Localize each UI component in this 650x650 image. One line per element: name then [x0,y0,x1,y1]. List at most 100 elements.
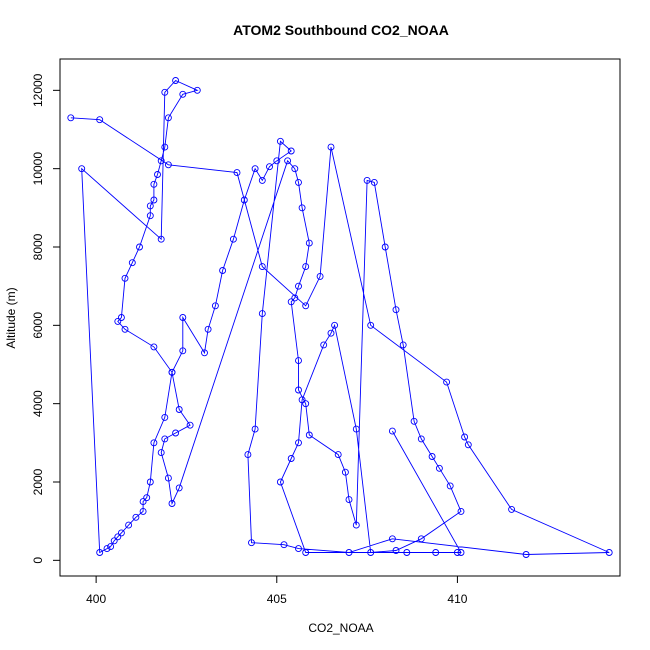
data-point [121,274,129,282]
data-point [284,157,292,165]
y-tick-label: 8000 [31,233,45,260]
data-point [150,439,158,447]
data-point [168,368,176,376]
data-point [161,413,169,421]
data-point [96,549,104,556]
data-point [417,535,425,543]
data-point [367,549,375,556]
data-point [417,435,425,443]
data-point [143,494,151,502]
data-point [117,529,125,537]
data-point [446,482,454,490]
data-point [211,302,219,310]
data-point [302,400,310,408]
data-point [464,441,472,449]
data-point [201,349,208,357]
data-point [164,161,172,169]
data-point [305,239,313,247]
data-point [435,464,443,472]
data-point [443,378,451,386]
data-point [258,310,266,318]
y-axis-label: Altitude (m) [4,287,18,348]
data-point [78,165,86,173]
data-point [331,321,339,329]
data-point [367,321,375,329]
data-point [139,498,147,506]
data-point [157,449,165,457]
data-point [168,500,176,507]
data-point [287,147,295,155]
data-point [117,314,125,321]
data-point [276,137,284,145]
data-point [461,433,469,441]
data-point [334,451,342,459]
data-point [428,453,436,460]
data-point [266,163,273,171]
data-point [302,302,310,310]
data-point [295,282,302,290]
data-point [352,521,360,529]
y-axis: 0 2000 4000 6000 8000 10000 12000 [31,73,61,564]
data-point [287,455,295,462]
data-point [302,263,310,271]
data-point [146,212,154,220]
data-point [276,478,284,486]
data-point [295,386,302,394]
data-point [248,539,255,547]
data-point [161,143,169,151]
data-point [316,272,324,280]
data-point [107,543,115,551]
data-point [179,347,187,355]
data-point [179,90,187,98]
data-point [287,298,295,306]
data-point [136,243,143,251]
data-point [381,243,389,251]
y-tick-label: 0 [31,557,45,564]
data-point [295,439,302,447]
data-point [233,169,241,177]
data-point [128,259,136,267]
data-point [291,165,299,173]
x-tick-label: 410 [447,592,467,606]
data-point [258,263,266,271]
data-point [302,549,310,556]
data-point [125,521,133,529]
data-point [605,549,613,556]
data-point [146,478,154,486]
data-point [96,116,104,124]
data-point [410,417,418,425]
data-point [110,537,118,545]
data-point [298,204,306,212]
data-point [352,425,360,433]
data-point [157,157,165,165]
data-point [392,547,400,554]
data-point [295,545,302,553]
series-line [70,79,610,555]
data-point [258,176,266,184]
x-tick-label: 400 [86,592,106,606]
data-point [522,551,530,558]
data-point [388,535,396,543]
data-point [457,507,465,515]
y-tick-label: 4000 [31,390,45,417]
data-point [280,541,288,549]
data-point [273,157,281,165]
plot-area [67,77,613,558]
data-point [229,235,237,243]
data-point [157,235,165,243]
data-point [175,406,183,413]
data-point [175,484,183,492]
data-point [164,114,172,122]
data-point [240,196,248,204]
data-point [172,429,180,437]
data-point [327,143,335,151]
data-point [327,329,335,337]
data-point [341,468,349,476]
data-point [392,306,400,314]
data-point [320,341,328,349]
data-point [399,341,407,349]
data-point [132,513,140,521]
data-point [154,171,161,178]
x-tick-label: 405 [267,592,287,606]
